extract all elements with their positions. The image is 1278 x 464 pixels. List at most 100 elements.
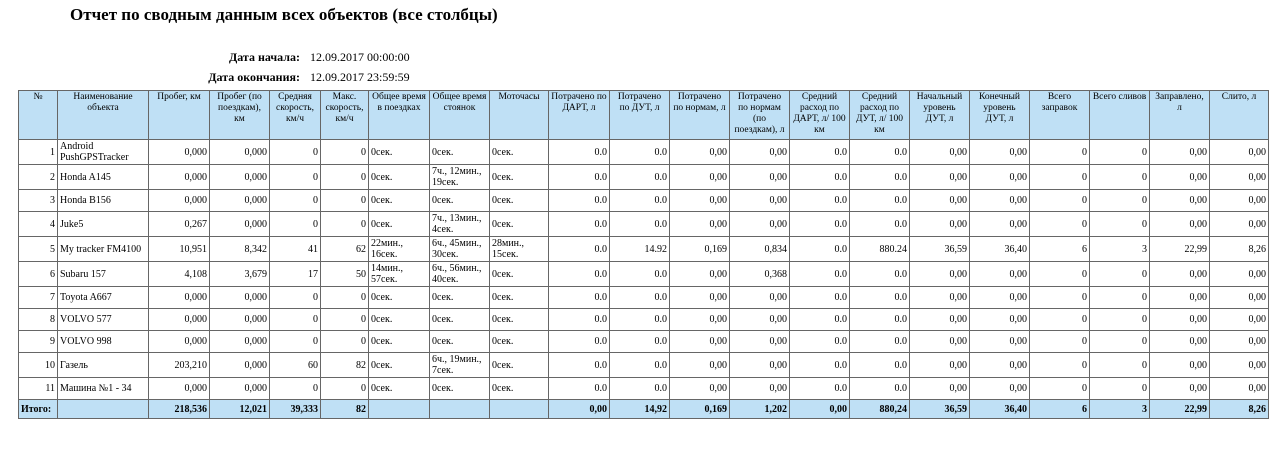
cell: 0.0 [849,164,910,190]
cell: 2 [18,164,58,190]
cell: 0,267 [148,211,210,237]
cell: 0,00 [1149,286,1210,309]
column-header: Потрачено по нормам, л [669,90,730,140]
cell: 41 [269,236,321,262]
cell: 0,00 [729,377,790,400]
cell: 0.0 [609,308,670,331]
cell: 0.0 [548,164,610,190]
cell: Juke5 [57,211,149,237]
label: Дата начала: [228,50,300,64]
cell: 3,679 [209,261,270,287]
total-cell: 0,00 [548,399,610,419]
cell: 0сек. [489,308,549,331]
cell: 10,951 [148,236,210,262]
cell: 0.0 [849,261,910,287]
cell: 0 [1029,139,1090,165]
data-row: 6 Subaru 157 4,108 3,679 17 50 14мин., 57сек. 6… [18,261,1269,287]
cell: 14.92 [609,236,670,262]
cell: Android PushGPSTracker [57,139,149,165]
cell: 0.0 [548,352,610,378]
cell: 0 [1029,330,1090,353]
cell: 0,00 [969,308,1030,331]
column-header: Потрачено по нормам (по поездкам), л [729,90,790,140]
cell: 28мин., 15сек. [489,236,549,262]
cell: 0,00 [1209,377,1269,400]
cell: 0,00 [969,189,1030,212]
cell: 0,000 [148,139,210,165]
data-row: 10 Газель 203,210 0,000 60 82 0сек. 6ч., 19мин.… [18,352,1269,378]
cell: 0,00 [1149,308,1210,331]
cell: 36,40 [969,236,1030,262]
column-header: Пробег, км [148,90,210,140]
cell: 0,00 [669,164,730,190]
cell: 6ч., 56мин., 40сек. [429,261,490,287]
cell: 0.0 [609,377,670,400]
cell: 0,00 [969,261,1030,287]
cell: 0,00 [729,308,790,331]
cell: 0 [1089,308,1150,331]
cell: 0 [1029,377,1090,400]
cell: 0 [1029,261,1090,287]
cell: 0.0 [789,211,850,237]
cell: 0.0 [849,352,910,378]
total-cell [489,399,549,419]
cell: 0,00 [1209,211,1269,237]
cell: 0,00 [969,352,1030,378]
cell: 5 [18,236,58,262]
cell: 0,000 [148,164,210,190]
value: 12.09.2017 23:59:59 [310,70,410,84]
cell: 0сек. [368,139,430,165]
cell: 0сек. [489,189,549,212]
cell: 0сек. [489,286,549,309]
cell: 0.0 [789,261,850,287]
cell: 0.0 [849,211,910,237]
cell: 0,00 [909,308,970,331]
cell: 0.0 [789,236,850,262]
total-cell: 36,59 [909,399,970,419]
cell: Toyota A667 [57,286,149,309]
cell: 0,00 [669,330,730,353]
cell: Subaru 157 [57,261,149,287]
total-cell: 22,99 [1149,399,1210,419]
cell: 36,59 [909,236,970,262]
cell: 0,000 [209,139,270,165]
cell: 0сек. [368,330,430,353]
cell: 0 [1029,352,1090,378]
column-header: Слито, л [1209,90,1269,140]
start-date: Дата начала: 12.09.2017 00:00:00 [150,50,410,65]
cell: 6ч., 45мин., 30сек. [429,236,490,262]
cell: 0,00 [669,377,730,400]
cell: 0.0 [789,286,850,309]
column-header: Моточасы [489,90,549,140]
cell: 0.0 [548,211,610,237]
column-header: Всего сливов [1089,90,1150,140]
cell: 0сек. [368,308,430,331]
report-table: № Наименование объекта Пробег, км Пробег (п… [18,90,1269,419]
total-cell: 0,169 [669,399,730,419]
column-header: Потрачено по ДАРТ, л [548,90,610,140]
cell: 0,00 [909,330,970,353]
cell: 0,00 [1209,330,1269,353]
cell: 0 [1029,211,1090,237]
cell: 60 [269,352,321,378]
cell: 0сек. [489,261,549,287]
cell: 11 [18,377,58,400]
cell: 82 [320,352,369,378]
cell: 0 [269,308,321,331]
cell: Honda A145 [57,164,149,190]
column-header: Потрачено по ДУТ, л [609,90,670,140]
cell: 0,00 [909,377,970,400]
column-header: Начальный уровень ДУТ, л [909,90,970,140]
cell: 0,000 [209,377,270,400]
cell: 0,00 [1149,261,1210,287]
cell: VOLVO 577 [57,308,149,331]
cell: 0,00 [969,377,1030,400]
cell: 0 [269,189,321,212]
cell: 0,00 [729,286,790,309]
cell: 4 [18,211,58,237]
cell: 0,00 [1209,286,1269,309]
total-cell: Итого: [18,399,58,419]
cell: 8,342 [209,236,270,262]
cell: 0.0 [789,377,850,400]
cell: VOLVO 998 [57,330,149,353]
